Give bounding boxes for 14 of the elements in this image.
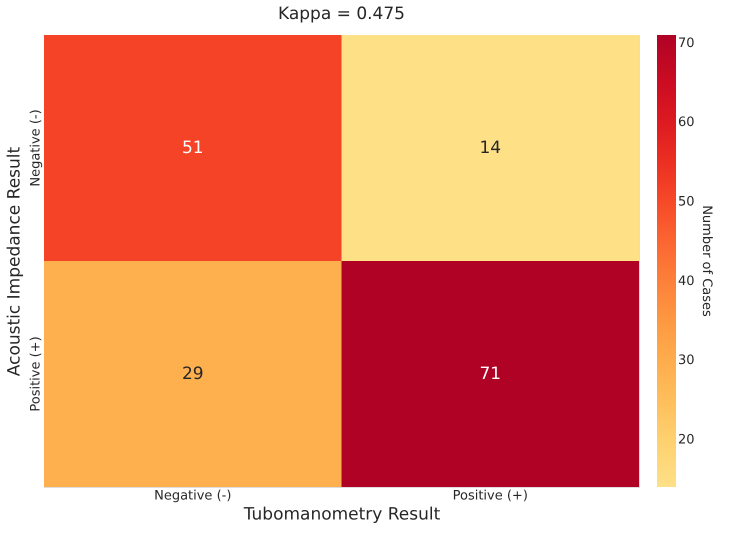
color-bar-label: 50 — [678, 194, 695, 210]
x-axis-title: Tubomanometry Result — [242, 504, 441, 524]
y-axis-title: Acoustic Impedance Result — [4, 146, 24, 376]
data-label: 14 — [479, 138, 502, 158]
color-bar-title: Number of Cases — [699, 205, 714, 318]
data-label: 71 — [479, 364, 502, 384]
color-bar-label: 40 — [678, 274, 695, 289]
color-bar-label: 30 — [678, 353, 695, 368]
color-bar-label: 60 — [678, 115, 695, 130]
chart-title: Kappa = 0.475 — [278, 4, 405, 24]
color-bar-label: 70 — [678, 36, 695, 51]
data-label: 51 — [182, 138, 204, 158]
color-bar-label: 20 — [678, 432, 695, 448]
data-label: 29 — [182, 364, 204, 384]
